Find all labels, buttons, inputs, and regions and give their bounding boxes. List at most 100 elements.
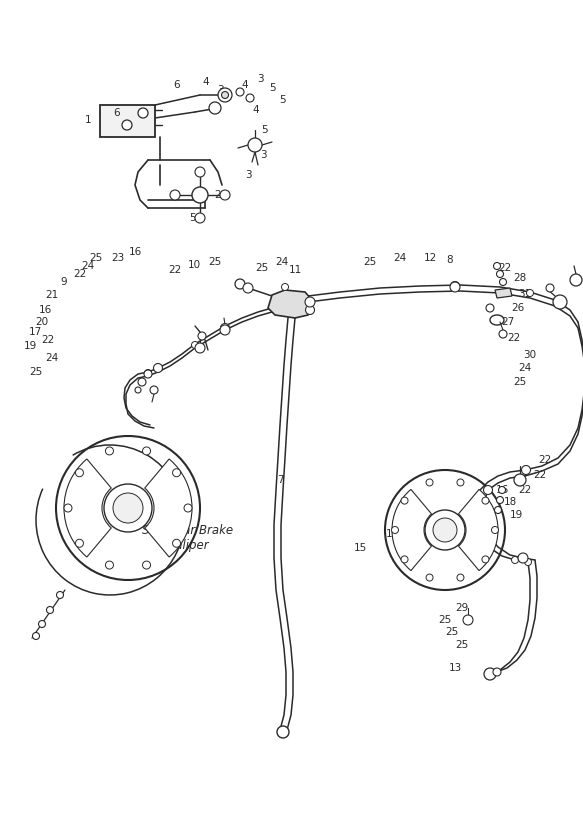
Text: 6: 6 — [114, 108, 120, 118]
Circle shape — [401, 556, 408, 563]
Circle shape — [518, 553, 528, 563]
Circle shape — [138, 108, 148, 118]
Circle shape — [222, 91, 229, 99]
Circle shape — [457, 574, 464, 581]
Circle shape — [305, 297, 315, 307]
Circle shape — [209, 102, 221, 114]
Text: 20: 20 — [36, 317, 48, 327]
Circle shape — [494, 507, 501, 513]
Text: 4: 4 — [252, 105, 259, 115]
Wedge shape — [145, 459, 192, 557]
Circle shape — [173, 469, 181, 477]
Circle shape — [450, 282, 460, 292]
Text: 8: 8 — [447, 255, 454, 265]
Text: 21: 21 — [45, 290, 59, 300]
Circle shape — [235, 279, 245, 289]
Circle shape — [170, 190, 180, 200]
Circle shape — [122, 120, 132, 130]
Circle shape — [433, 518, 457, 542]
Circle shape — [484, 668, 496, 680]
Circle shape — [106, 561, 114, 569]
Text: 7: 7 — [277, 475, 283, 485]
Circle shape — [64, 504, 72, 512]
Text: 1: 1 — [85, 115, 92, 125]
Text: 4: 4 — [242, 80, 248, 90]
Circle shape — [525, 559, 532, 565]
Wedge shape — [458, 489, 498, 570]
Text: 25: 25 — [438, 615, 452, 625]
Text: 19: 19 — [510, 510, 522, 520]
Circle shape — [220, 190, 230, 200]
Circle shape — [218, 88, 232, 102]
Text: 5: 5 — [269, 83, 275, 93]
Circle shape — [277, 726, 289, 738]
Circle shape — [57, 592, 64, 598]
Text: 22: 22 — [518, 485, 532, 495]
Text: 3: 3 — [259, 150, 266, 160]
Circle shape — [236, 88, 244, 96]
Circle shape — [142, 561, 150, 569]
Circle shape — [192, 187, 208, 203]
Text: See Rear Brake
Caliper: See Rear Brake Caliper — [142, 524, 234, 552]
Circle shape — [493, 263, 500, 269]
Circle shape — [426, 574, 433, 581]
Text: 10: 10 — [188, 260, 201, 270]
Circle shape — [483, 485, 493, 494]
Circle shape — [198, 332, 206, 340]
Text: 24: 24 — [275, 257, 289, 267]
Text: 18: 18 — [503, 497, 517, 507]
Circle shape — [144, 370, 152, 378]
Circle shape — [546, 284, 554, 292]
Circle shape — [195, 213, 205, 223]
Text: 26: 26 — [511, 303, 525, 313]
Text: 17: 17 — [29, 327, 41, 337]
Text: 14: 14 — [385, 529, 399, 539]
Circle shape — [570, 274, 582, 286]
Text: 24: 24 — [45, 353, 59, 363]
Circle shape — [106, 447, 114, 455]
Text: 29: 29 — [455, 603, 469, 613]
Text: 27: 27 — [501, 317, 515, 327]
Circle shape — [473, 499, 483, 508]
Text: 3: 3 — [245, 170, 251, 180]
Text: 25: 25 — [363, 257, 377, 267]
Circle shape — [113, 493, 143, 523]
Circle shape — [246, 94, 254, 102]
Circle shape — [142, 447, 150, 455]
Polygon shape — [495, 288, 512, 298]
Text: 22: 22 — [533, 470, 547, 480]
Text: 25: 25 — [455, 640, 469, 650]
Circle shape — [553, 295, 567, 309]
Circle shape — [75, 539, 83, 547]
Text: 12: 12 — [423, 253, 437, 263]
Text: 9: 9 — [61, 277, 67, 287]
Circle shape — [305, 306, 314, 315]
Text: 3: 3 — [257, 74, 264, 84]
Text: 30: 30 — [524, 350, 536, 360]
Circle shape — [220, 325, 230, 335]
Circle shape — [248, 138, 262, 152]
Text: 24: 24 — [394, 253, 406, 263]
Circle shape — [497, 270, 504, 278]
Text: 25: 25 — [514, 377, 526, 387]
Circle shape — [491, 527, 498, 533]
Text: 22: 22 — [498, 263, 512, 273]
Bar — [100, 105, 155, 137]
Text: 28: 28 — [514, 273, 526, 283]
Circle shape — [425, 510, 465, 550]
Circle shape — [220, 324, 230, 333]
Circle shape — [463, 615, 473, 625]
Circle shape — [153, 363, 163, 372]
Text: 25: 25 — [208, 257, 222, 267]
Text: 24: 24 — [518, 363, 532, 373]
Circle shape — [150, 386, 158, 394]
Text: 25: 25 — [445, 627, 459, 637]
Text: 4: 4 — [203, 77, 209, 87]
Circle shape — [38, 620, 45, 628]
Circle shape — [282, 283, 289, 291]
Circle shape — [497, 497, 504, 503]
Text: 22: 22 — [41, 335, 55, 345]
Text: 22: 22 — [507, 333, 521, 343]
Text: 3: 3 — [217, 85, 223, 95]
Circle shape — [47, 606, 54, 614]
